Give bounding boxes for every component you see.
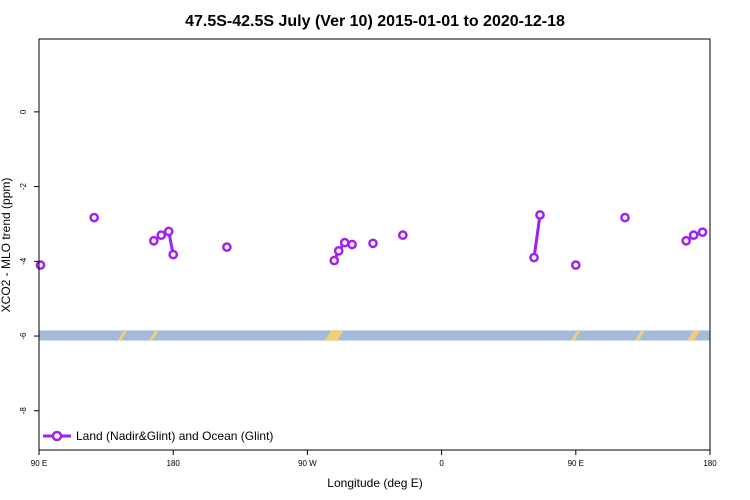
data-point bbox=[688, 230, 699, 241]
data-point bbox=[397, 230, 408, 241]
land-ocean-band bbox=[39, 329, 710, 342]
data-point bbox=[222, 242, 232, 252]
y-axis-label: XCO2 - MLO trend (ppm) bbox=[0, 178, 13, 313]
y-tick-label: 0 bbox=[19, 109, 28, 114]
data-point bbox=[697, 227, 708, 238]
x-tick-label: 90 E bbox=[31, 459, 47, 468]
y-tick-label: -6 bbox=[19, 332, 28, 340]
data-point bbox=[347, 239, 357, 250]
legend-entry-label: Land (Nadir&Glint) and Ocean (Glint) bbox=[76, 429, 273, 443]
x-tick-label: 180 bbox=[167, 459, 181, 468]
x-tick-label: 90 E bbox=[568, 459, 584, 468]
data-point bbox=[148, 235, 159, 246]
data-point bbox=[89, 212, 100, 223]
land-mark bbox=[149, 329, 159, 342]
data-point bbox=[168, 249, 179, 260]
y-tick-label: -8 bbox=[19, 407, 28, 415]
land-mark bbox=[334, 329, 344, 342]
land-mark bbox=[325, 329, 335, 342]
data-point bbox=[535, 210, 545, 220]
land-mark bbox=[571, 329, 581, 342]
data-point bbox=[368, 238, 378, 249]
land-mark bbox=[331, 329, 341, 342]
y-tick-label: -4 bbox=[19, 257, 28, 265]
land-mark bbox=[635, 329, 645, 342]
data-point bbox=[339, 237, 350, 248]
x-tick-label: 180 bbox=[703, 459, 717, 468]
land-mark bbox=[328, 329, 338, 342]
land-mark bbox=[690, 329, 700, 342]
land-mark bbox=[118, 329, 127, 342]
data-point bbox=[620, 212, 630, 223]
land-mark bbox=[687, 329, 697, 342]
data-point bbox=[529, 252, 539, 263]
plot-frame bbox=[38, 38, 711, 451]
legend: Land (Nadir&Glint) and Ocean (Glint) bbox=[43, 429, 273, 443]
data-point bbox=[35, 260, 46, 270]
y-tick-label: -2 bbox=[19, 182, 28, 190]
data-point bbox=[333, 246, 344, 256]
legend-point-marker bbox=[51, 430, 63, 442]
chart-title: 47.5S-42.5S July (Ver 10) 2015-01-01 to … bbox=[185, 13, 565, 30]
x-tick-label: 0 bbox=[439, 459, 444, 468]
data-point bbox=[570, 260, 581, 270]
data-point bbox=[156, 230, 167, 241]
data-point bbox=[329, 255, 340, 266]
x-tick-label: 90 W bbox=[298, 459, 317, 468]
data-point bbox=[163, 226, 174, 237]
ocean-band bbox=[39, 330, 710, 341]
series-layer bbox=[35, 210, 708, 270]
series-line bbox=[532, 214, 542, 258]
data-point bbox=[681, 235, 691, 246]
axes: 90 E 180 90 W 0 90 E 180 0 -2 -4 -6 -8 bbox=[19, 109, 717, 468]
x-axis-label: Longitude (deg E) bbox=[327, 476, 422, 490]
